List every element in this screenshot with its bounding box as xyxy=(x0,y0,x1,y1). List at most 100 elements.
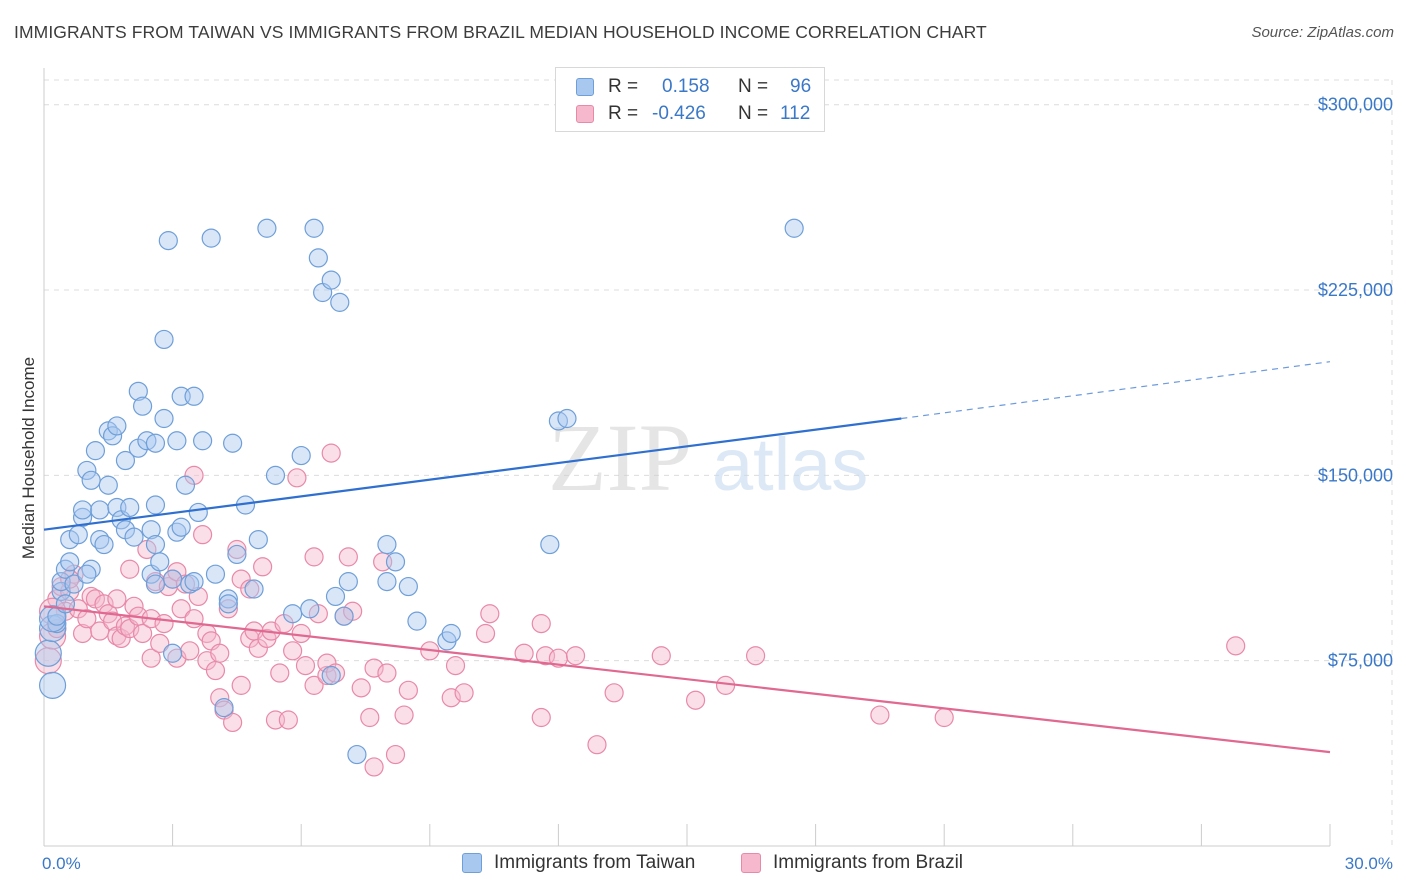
taiwan-point xyxy=(154,329,174,350)
taiwan-point xyxy=(98,475,118,495)
taiwan-point xyxy=(283,604,303,624)
brazil-point xyxy=(364,757,384,777)
brazil-point xyxy=(441,688,461,708)
brazil-point xyxy=(360,707,380,728)
source-text: Source: ZipAtlas.com xyxy=(1251,24,1394,41)
brazil-point xyxy=(338,547,358,567)
taiwan-points xyxy=(34,218,804,765)
taiwan-point xyxy=(115,450,136,471)
taiwan-point xyxy=(68,525,88,545)
brazil-point xyxy=(1226,636,1246,656)
taiwan-point xyxy=(34,639,62,667)
y-tick-label: $75,000 xyxy=(1328,651,1393,671)
taiwan-point xyxy=(64,574,84,594)
taiwan-point xyxy=(377,572,397,592)
taiwan-point xyxy=(407,611,427,631)
taiwan-point xyxy=(72,500,93,520)
brazil-point xyxy=(77,609,97,629)
y-tick-label: $150,000 xyxy=(1318,465,1393,485)
watermark: ZIP atlas xyxy=(548,404,868,511)
taiwan-point xyxy=(163,643,183,663)
brazil-point xyxy=(107,589,127,609)
stats-legend: R = 0.158 N = 96 R = -0.426 N = 112 xyxy=(555,67,825,132)
taiwan-point xyxy=(184,572,204,592)
brazil-point xyxy=(171,599,191,619)
taiwan-point xyxy=(304,218,324,238)
y-axis-title: Median Household Income xyxy=(19,357,38,559)
y-tick-label: $225,000 xyxy=(1318,280,1393,300)
brazil-point xyxy=(685,690,706,710)
taiwan-point xyxy=(141,520,161,540)
gridlines xyxy=(44,79,1393,846)
brazil-n-value: 112 xyxy=(780,103,811,124)
x-tick-label-min: 0.0% xyxy=(42,854,81,873)
brazil-point xyxy=(870,705,890,725)
brazil-point xyxy=(398,680,418,700)
brazil-point xyxy=(475,623,496,644)
taiwan-point xyxy=(308,248,328,268)
taiwan-point xyxy=(334,606,354,626)
taiwan-point xyxy=(124,527,144,547)
brazil-point xyxy=(531,707,551,728)
brazil-point xyxy=(394,705,414,725)
taiwan-point xyxy=(145,574,166,594)
taiwan-n-value: 96 xyxy=(790,76,812,97)
taiwan-point xyxy=(385,552,406,572)
taiwan-point xyxy=(167,431,187,451)
brazil-swatch xyxy=(576,105,594,123)
brazil-point xyxy=(132,623,153,644)
taiwan-point xyxy=(145,534,166,555)
taiwan-point xyxy=(85,441,106,461)
brazil-point xyxy=(231,675,251,695)
brazil-point xyxy=(304,675,324,695)
taiwan-point xyxy=(218,589,238,609)
taiwan-point xyxy=(150,552,170,572)
brazil-point xyxy=(180,641,200,661)
chart-title: IMMIGRANTS FROM TAIWAN VS IMMIGRANTS FRO… xyxy=(14,22,987,42)
taiwan-swatch xyxy=(576,78,594,96)
bottom-legend-brazil: Immigrants from Brazil xyxy=(741,852,963,874)
brazil-point xyxy=(934,707,954,728)
brazil-point xyxy=(351,678,371,698)
brazil-point xyxy=(587,735,607,755)
taiwan-point xyxy=(338,572,358,592)
brazil-point xyxy=(283,641,303,661)
brazil-point xyxy=(295,656,316,676)
brazil-trend-line xyxy=(43,605,1331,754)
brazil-point xyxy=(205,660,226,681)
taiwan-point xyxy=(77,564,97,584)
taiwan-point xyxy=(784,218,804,238)
brazil-point xyxy=(445,656,466,676)
taiwan-point xyxy=(145,433,166,453)
taiwan-point xyxy=(120,497,140,518)
taiwan-point xyxy=(325,586,346,607)
brazil-point xyxy=(385,744,406,765)
taiwan-point xyxy=(154,408,174,429)
brazil-point xyxy=(210,688,230,708)
taiwan-point xyxy=(214,698,234,718)
brazil-point xyxy=(287,468,307,488)
taiwan-point xyxy=(188,502,208,523)
taiwan-point xyxy=(60,552,80,572)
taiwan-point xyxy=(107,416,127,436)
taiwan-point xyxy=(398,576,418,597)
taiwan-point xyxy=(244,579,264,599)
taiwan-r-value: 0.158 xyxy=(662,76,710,97)
brazil-point xyxy=(291,623,311,644)
brazil-point xyxy=(321,443,341,463)
taiwan-point xyxy=(145,495,166,515)
brazil-point xyxy=(120,559,140,579)
brazil-point xyxy=(270,663,290,683)
taiwan-point xyxy=(171,517,191,537)
brazil-point xyxy=(377,663,397,683)
taiwan-point xyxy=(193,431,213,451)
bottom-taiwan-label: Immigrants from Taiwan xyxy=(494,852,696,873)
watermark-atlas: atlas xyxy=(712,423,868,506)
taiwan-point xyxy=(291,445,311,466)
taiwan-point xyxy=(300,599,320,619)
brazil-point xyxy=(651,646,671,666)
taiwan-n-label: N = xyxy=(738,76,769,97)
brazil-point xyxy=(150,633,170,653)
brazil-point xyxy=(240,579,260,599)
